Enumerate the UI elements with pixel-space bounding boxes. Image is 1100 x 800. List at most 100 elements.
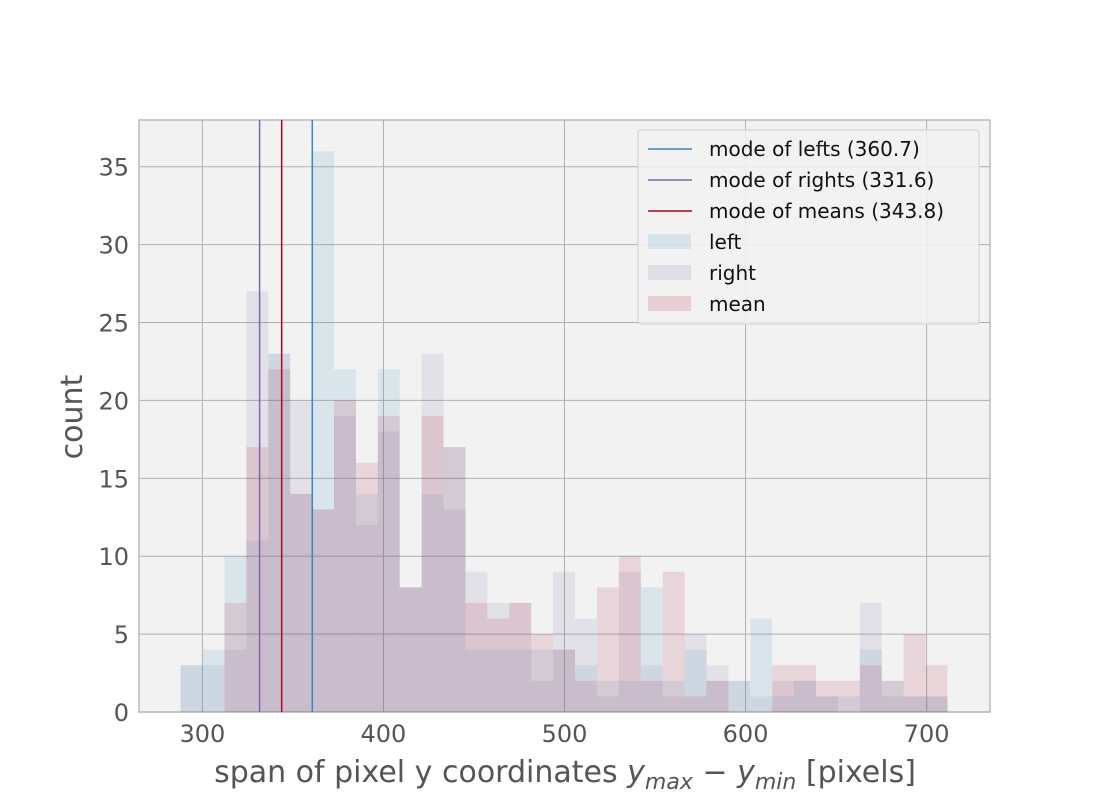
bar-right bbox=[202, 665, 225, 712]
bar-mean bbox=[903, 634, 926, 712]
bar-right bbox=[421, 353, 444, 712]
bar-left bbox=[377, 369, 400, 712]
bar-left bbox=[684, 649, 707, 712]
bar-left bbox=[859, 649, 882, 712]
bar-mean bbox=[772, 665, 795, 712]
bar-mean bbox=[881, 680, 904, 712]
bar-left bbox=[553, 649, 576, 712]
bar-mean bbox=[312, 509, 335, 712]
bar-mean bbox=[421, 416, 444, 712]
bar-left bbox=[531, 649, 554, 712]
bar-mean bbox=[925, 665, 948, 712]
bar-mean bbox=[794, 665, 816, 712]
bar-right bbox=[399, 587, 422, 712]
bar-left bbox=[881, 680, 904, 712]
bar-left bbox=[618, 680, 641, 712]
bar-left bbox=[640, 587, 663, 712]
y-tick-label: 0 bbox=[114, 699, 129, 727]
bar-right bbox=[531, 680, 554, 712]
bar-mean bbox=[246, 447, 269, 712]
bar-right bbox=[312, 509, 335, 712]
bar-right bbox=[334, 416, 356, 712]
bar-left bbox=[662, 680, 685, 712]
x-tick-labels: 300 400 500 600 700 bbox=[179, 720, 949, 748]
bar-right bbox=[465, 571, 488, 712]
bar-mean bbox=[553, 649, 576, 712]
bar-right bbox=[794, 680, 816, 712]
mode-lines bbox=[258, 120, 314, 712]
bar-right bbox=[925, 696, 948, 712]
legend-label-mean: mean bbox=[709, 292, 766, 316]
y-tick-label: 10 bbox=[98, 543, 129, 571]
grid-lines bbox=[139, 120, 990, 713]
legend-swatch-left bbox=[648, 234, 691, 249]
bar-left bbox=[903, 696, 926, 712]
bar-mean bbox=[334, 400, 356, 712]
legend-label-rights: mode of rights (331.6) bbox=[709, 168, 934, 192]
x-tick-label: 600 bbox=[723, 720, 769, 748]
bar-mean bbox=[509, 602, 532, 712]
bar-mean bbox=[531, 634, 554, 712]
bar-left bbox=[509, 649, 532, 712]
y-tick-label: 20 bbox=[98, 387, 129, 415]
legend-label-right: right bbox=[709, 261, 756, 285]
bar-left bbox=[312, 151, 335, 712]
bar-right bbox=[443, 509, 466, 712]
bar-right bbox=[662, 696, 685, 712]
bar-left bbox=[202, 649, 225, 712]
y-tick-label: 15 bbox=[98, 465, 129, 493]
legend-swatch-right bbox=[648, 265, 691, 280]
bar-mean bbox=[640, 680, 663, 712]
x-tick-label: 300 bbox=[179, 720, 225, 748]
bar-mean bbox=[268, 369, 291, 712]
bar-left bbox=[794, 680, 816, 712]
bar-mean bbox=[837, 680, 860, 712]
bar-left bbox=[575, 665, 597, 712]
x-axis-label-operator: − bbox=[693, 755, 737, 790]
bar-right bbox=[728, 680, 751, 712]
x-axis-label-sub-a: max bbox=[645, 770, 694, 795]
histogram-bars bbox=[180, 151, 948, 712]
bar-mean bbox=[443, 447, 466, 712]
bar-right bbox=[553, 571, 576, 712]
bar-right bbox=[640, 665, 663, 712]
bar-mean bbox=[224, 602, 247, 712]
legend-label-left: left bbox=[709, 230, 742, 254]
bar-left bbox=[443, 447, 466, 712]
legend-swatch-mean bbox=[648, 296, 691, 311]
bar-left bbox=[837, 696, 860, 712]
bar-left bbox=[246, 540, 269, 712]
series-left bbox=[180, 151, 948, 712]
legend-box bbox=[637, 129, 980, 325]
bar-left bbox=[465, 649, 488, 712]
bar-mean bbox=[596, 587, 619, 712]
bar-right bbox=[684, 634, 707, 712]
bar-mean bbox=[706, 680, 729, 712]
bar-mean bbox=[465, 602, 488, 712]
bar-right bbox=[180, 665, 203, 712]
series-right bbox=[180, 291, 948, 712]
y-tick-label: 35 bbox=[98, 154, 129, 182]
bar-left bbox=[180, 665, 203, 712]
bar-left bbox=[706, 680, 729, 712]
bar-right bbox=[487, 602, 510, 712]
bar-left bbox=[815, 696, 838, 712]
y-tick-label: 5 bbox=[114, 621, 129, 649]
bar-left bbox=[772, 696, 795, 712]
bar-left bbox=[334, 369, 356, 712]
bar-right bbox=[377, 431, 400, 712]
bar-left bbox=[224, 556, 247, 712]
x-axis-label-var-b: y bbox=[736, 755, 756, 790]
bar-right bbox=[772, 680, 795, 712]
x-tick-label: 500 bbox=[542, 720, 588, 748]
y-tick-label: 25 bbox=[98, 310, 129, 338]
bar-mean bbox=[859, 665, 882, 712]
bar-mean bbox=[399, 587, 422, 712]
bar-left bbox=[750, 618, 773, 712]
series-mean bbox=[224, 369, 948, 712]
bar-right bbox=[224, 649, 247, 712]
bar-right bbox=[268, 353, 291, 712]
bar-right bbox=[815, 696, 838, 712]
x-axis-label-var-a: y bbox=[626, 755, 646, 790]
